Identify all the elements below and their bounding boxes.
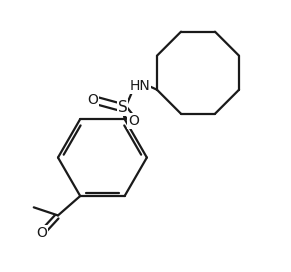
Text: O: O xyxy=(88,93,98,107)
Text: O: O xyxy=(128,114,139,128)
Text: HN: HN xyxy=(130,79,150,93)
Text: O: O xyxy=(36,226,47,240)
Text: S: S xyxy=(118,100,127,115)
